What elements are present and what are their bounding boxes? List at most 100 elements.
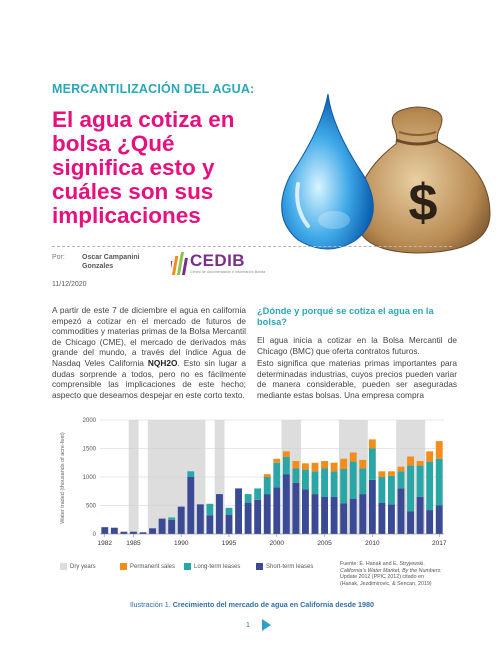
bar-short-term <box>330 496 338 534</box>
x-tick-label: 1982 <box>98 540 113 547</box>
y-axis-label: Water traded (thousands of acre-feet) <box>60 432 66 524</box>
cedib-logo: CEDIB Centro de documentación e informac… <box>171 249 265 279</box>
bar-permanent <box>340 458 348 470</box>
page-number: 1 <box>246 622 250 629</box>
bar-short-term <box>359 494 367 534</box>
bar-short-term <box>407 511 414 534</box>
logo-text: CEDIB <box>190 251 245 270</box>
bar-short-term <box>196 504 204 534</box>
bar-short-term <box>139 532 147 534</box>
author-label: Por: <box>52 254 65 261</box>
bar-long-term <box>378 477 386 503</box>
y-tick-label: 1000 <box>83 475 97 481</box>
bar-short-term <box>149 528 156 534</box>
bar-short-term <box>235 488 242 534</box>
x-tick-label: 2017 <box>432 540 447 547</box>
bar-permanent <box>426 451 434 462</box>
bar-short-term <box>254 499 262 534</box>
bar-short-term <box>368 479 376 534</box>
y-tick-label: 1500 <box>83 447 97 453</box>
legend-swatch <box>120 563 127 570</box>
y-tick-label: 0 <box>93 532 97 538</box>
legend-item-short-term: Short-term leases <box>256 563 313 570</box>
bar-short-term <box>349 498 357 534</box>
author-name: Oscar Campanini Gonzales <box>82 254 140 270</box>
x-tick-label: 2010 <box>365 540 380 547</box>
bar-long-term <box>388 475 395 505</box>
bar-long-term <box>340 469 348 504</box>
bar-long-term <box>302 469 309 490</box>
bar-permanent <box>407 456 414 466</box>
bar-short-term <box>244 502 252 534</box>
chart-source: Fuente: E. Hanak and E. Stryjewski. Cali… <box>340 561 442 587</box>
bar-long-term <box>330 471 338 497</box>
bar-short-term <box>282 474 290 534</box>
bar-permanent <box>282 451 290 458</box>
legend-item-dry: Dry years <box>60 563 96 570</box>
bar-permanent <box>263 474 271 477</box>
bar-short-term <box>397 488 405 534</box>
bar-short-term <box>101 527 109 534</box>
divider <box>52 246 452 247</box>
chart-legend: Dry years Permanent sales Long-term leases… <box>60 563 320 575</box>
bar-short-term <box>426 510 434 534</box>
bar-permanent <box>311 462 319 472</box>
bar-permanent <box>368 439 376 449</box>
bar-short-term <box>206 515 214 534</box>
logo-tagline: Centro de documentación e información Bo… <box>190 270 266 274</box>
bar-short-term <box>321 496 328 534</box>
bar-short-term <box>435 505 443 534</box>
money-bag-icon: $ <box>355 106 491 254</box>
bar-permanent <box>302 463 309 470</box>
bar-long-term <box>435 458 443 506</box>
bar-short-term <box>216 494 223 534</box>
x-tick-label: 1990 <box>174 540 189 547</box>
bar-long-term <box>321 468 328 497</box>
bar-long-term <box>187 471 195 477</box>
bar-short-term <box>120 531 128 534</box>
right-paragraph-1: El agua inicia a cotizar en la Bolsa Mer… <box>257 335 457 356</box>
bar-permanent <box>330 462 338 472</box>
legend-label: Permanent sales <box>130 563 176 570</box>
bar-short-term <box>187 477 195 534</box>
bar-short-term <box>263 494 271 534</box>
bar-short-term <box>311 494 319 534</box>
water-drop-icon <box>281 93 374 250</box>
right-paragraph-2: Esto significa que materias primas impor… <box>257 358 457 400</box>
bar-permanent <box>397 466 405 472</box>
bar-short-term <box>110 527 118 534</box>
bar-long-term <box>359 468 367 495</box>
bar-long-term <box>263 477 271 495</box>
bar-long-term <box>311 471 319 495</box>
bar-permanent <box>388 471 395 476</box>
x-tick-label: 2005 <box>317 540 332 547</box>
kicker: MERCANTILIZACIÓN DEL AGUA: <box>52 82 255 96</box>
figure-caption: Ilustración 1. Crecimiento del mercado d… <box>129 600 375 609</box>
bar-long-term <box>168 517 176 520</box>
bar-short-term <box>273 487 281 534</box>
bar-permanent <box>359 459 367 469</box>
legend-swatch <box>60 563 67 570</box>
x-tick-label: 1995 <box>222 540 237 547</box>
bar-long-term <box>273 462 281 488</box>
y-tick-label: 2000 <box>83 418 97 424</box>
section-heading: ¿Dónde y porqué se cotiza el agua en la … <box>257 306 434 327</box>
legend-label: Dry years <box>70 563 96 570</box>
legend-item-long-term: Long-term leases <box>184 563 240 570</box>
water-market-chart: 0 500 1000 1500 2000 1982 1985 1990 1995 2000 2005… <box>60 418 447 547</box>
bar-long-term <box>397 471 405 489</box>
bar-permanent <box>378 471 386 477</box>
bar-long-term <box>206 503 214 516</box>
next-page-arrow-icon[interactable] <box>262 619 271 631</box>
bar-short-term <box>130 531 137 534</box>
legend-swatch <box>184 563 191 570</box>
legend-label: Short-term leases <box>266 563 314 570</box>
bar-long-term <box>225 507 233 515</box>
page-title: El agua cotiza en bolsa ¿Qué significa e… <box>52 107 235 228</box>
bar-long-term <box>416 465 424 497</box>
bar-permanent <box>416 461 424 466</box>
intro-paragraph: A partir de este 7 de diciembre el agua … <box>52 305 246 400</box>
bar-short-term <box>158 518 166 534</box>
bar-short-term <box>302 489 309 534</box>
cedib-bars-icon <box>171 252 188 275</box>
